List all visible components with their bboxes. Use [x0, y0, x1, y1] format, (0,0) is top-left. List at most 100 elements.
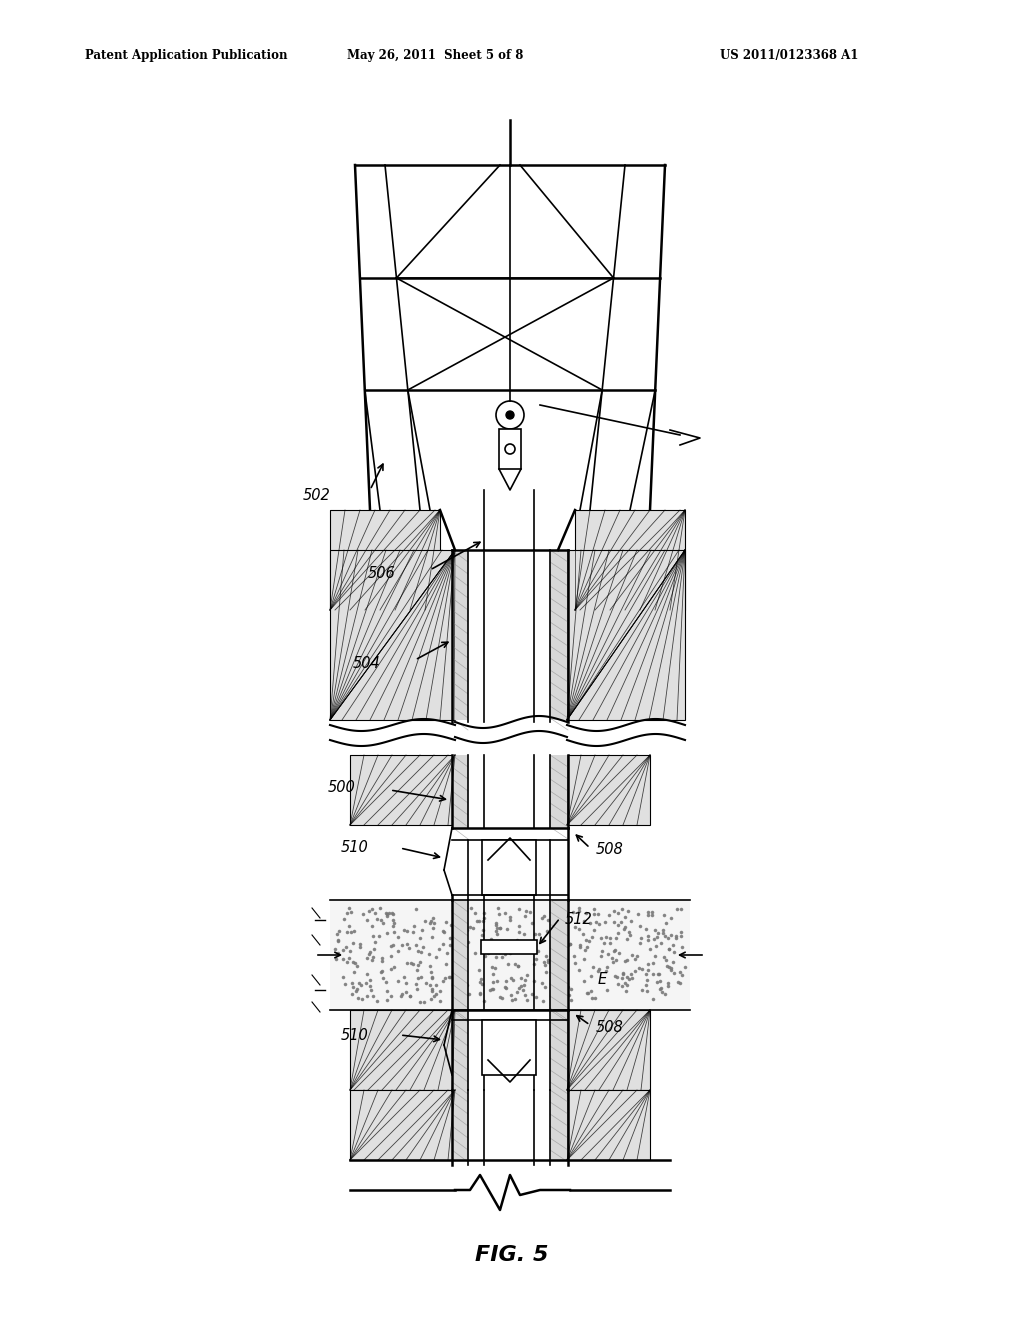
- Point: [674, 936, 690, 957]
- Point: [457, 913, 473, 935]
- Point: [488, 924, 505, 945]
- Point: [673, 925, 689, 946]
- Bar: [550, 755, 568, 828]
- Point: [580, 982, 596, 1003]
- Point: [416, 991, 432, 1012]
- Point: [631, 958, 647, 979]
- Point: [406, 921, 422, 942]
- Point: [408, 899, 424, 920]
- Point: [335, 968, 351, 989]
- Point: [552, 925, 568, 946]
- Point: [506, 941, 522, 962]
- Bar: [452, 900, 468, 1010]
- Point: [644, 904, 660, 925]
- Point: [554, 924, 570, 945]
- Point: [665, 935, 681, 956]
- Point: [435, 921, 452, 942]
- Point: [343, 902, 359, 923]
- Text: US 2011/0123368 A1: US 2011/0123368 A1: [720, 49, 858, 62]
- Point: [598, 961, 614, 982]
- Point: [485, 978, 502, 999]
- Point: [501, 939, 517, 960]
- Point: [563, 978, 580, 999]
- Point: [516, 923, 532, 944]
- Bar: [350, 1010, 455, 1090]
- Point: [656, 983, 673, 1005]
- Point: [662, 957, 678, 978]
- Point: [343, 983, 359, 1005]
- Point: [456, 949, 472, 970]
- Point: [664, 907, 680, 928]
- Point: [553, 940, 569, 961]
- Point: [639, 981, 655, 1002]
- Point: [665, 950, 681, 972]
- Point: [374, 950, 390, 972]
- Point: [471, 982, 487, 1003]
- Point: [330, 931, 346, 952]
- Point: [621, 900, 637, 921]
- Point: [622, 925, 638, 946]
- Point: [434, 920, 451, 941]
- Point: [473, 969, 489, 990]
- Point: [588, 912, 604, 933]
- Point: [597, 912, 613, 933]
- Point: [497, 936, 513, 957]
- Point: [329, 949, 345, 970]
- Point: [396, 966, 413, 987]
- Point: [354, 903, 371, 924]
- Point: [352, 937, 369, 958]
- Point: [647, 945, 664, 966]
- Point: [467, 942, 483, 964]
- Bar: [567, 550, 685, 719]
- Point: [379, 923, 395, 944]
- Point: [539, 920, 555, 941]
- Point: [488, 970, 505, 991]
- Bar: [482, 840, 536, 895]
- Point: [410, 968, 426, 989]
- Point: [538, 945, 554, 966]
- Point: [605, 940, 622, 961]
- Point: [578, 940, 594, 961]
- Point: [546, 961, 562, 982]
- Point: [476, 908, 493, 929]
- Point: [398, 973, 415, 994]
- Point: [512, 968, 528, 989]
- Bar: [550, 900, 568, 1010]
- Point: [401, 937, 418, 958]
- Point: [375, 912, 391, 933]
- Point: [633, 927, 649, 948]
- Point: [386, 921, 402, 942]
- Text: FIG. 5: FIG. 5: [475, 1245, 549, 1265]
- Point: [365, 986, 381, 1007]
- Point: [557, 957, 573, 978]
- Point: [410, 954, 426, 975]
- Text: 500: 500: [328, 780, 355, 796]
- Point: [638, 917, 654, 939]
- Point: [658, 956, 675, 977]
- Point: [412, 991, 428, 1012]
- Point: [502, 907, 518, 928]
- Point: [652, 933, 669, 954]
- Point: [517, 969, 534, 990]
- Point: [402, 985, 419, 1006]
- Point: [427, 974, 443, 995]
- Point: [384, 903, 400, 924]
- Point: [667, 941, 683, 962]
- Point: [471, 911, 487, 932]
- Point: [509, 982, 525, 1003]
- Point: [428, 983, 444, 1005]
- Point: [436, 968, 453, 989]
- Point: [645, 952, 662, 973]
- Point: [618, 966, 635, 987]
- Point: [639, 969, 655, 990]
- Bar: [482, 1020, 536, 1074]
- Point: [578, 929, 594, 950]
- Point: [618, 949, 635, 970]
- Point: [662, 939, 678, 960]
- Point: [398, 952, 415, 973]
- Point: [447, 964, 464, 985]
- Bar: [350, 1090, 455, 1160]
- Point: [345, 952, 361, 973]
- Point: [340, 898, 356, 919]
- Point: [408, 973, 424, 994]
